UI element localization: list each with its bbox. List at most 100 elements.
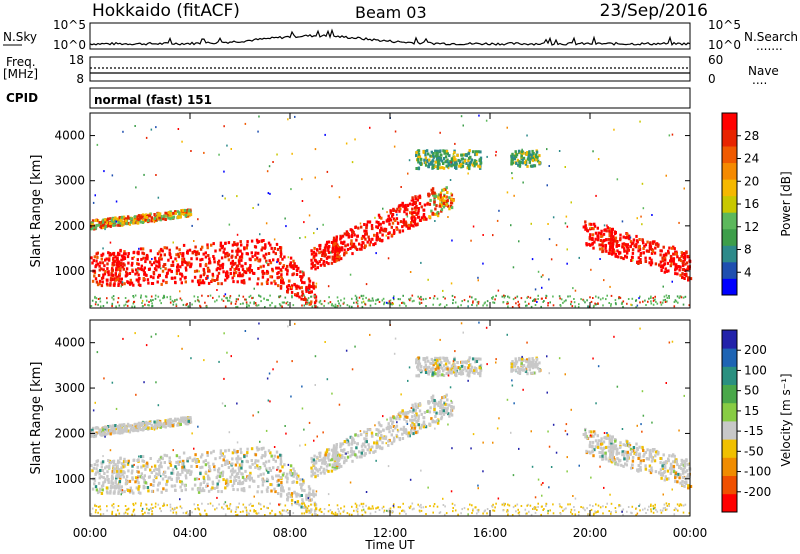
power-cell xyxy=(471,150,475,154)
power-cell xyxy=(665,174,667,177)
velocity-cell xyxy=(624,462,627,466)
power-cell xyxy=(157,196,160,199)
power-cell xyxy=(295,264,298,268)
power-cell xyxy=(96,251,99,255)
power-cell xyxy=(422,217,425,221)
power-cell xyxy=(473,161,476,165)
power-cell xyxy=(165,281,168,285)
velocity-cell xyxy=(218,475,222,479)
velocity-cell xyxy=(685,469,689,473)
power-cell xyxy=(391,214,394,218)
power-cell xyxy=(350,239,353,243)
power-cell xyxy=(155,264,158,268)
power-cell xyxy=(623,246,626,250)
power-cell xyxy=(445,151,448,155)
power-cell xyxy=(331,257,334,261)
power-cell xyxy=(153,213,156,216)
power-cell xyxy=(392,217,396,221)
power-cell xyxy=(417,155,420,159)
power-cell xyxy=(641,182,644,185)
velocity-cell xyxy=(201,487,205,491)
power-cell xyxy=(672,257,676,261)
power-cell xyxy=(113,223,116,227)
velocity-cell xyxy=(673,454,676,458)
power-cell xyxy=(211,272,214,276)
velocity-cell xyxy=(387,422,390,426)
power-cell xyxy=(390,225,393,229)
velocity-cell xyxy=(185,469,189,473)
power-cell xyxy=(530,305,533,308)
power-cell xyxy=(307,277,311,281)
power-cell xyxy=(130,263,134,267)
power-cell xyxy=(371,237,374,241)
power-cell xyxy=(526,164,529,168)
power-cell xyxy=(535,153,538,157)
power-cell xyxy=(176,265,179,269)
power-cell xyxy=(445,149,449,153)
power-cell xyxy=(199,274,203,278)
power-cell xyxy=(411,216,414,220)
power-cell xyxy=(377,237,380,241)
velocity-cell xyxy=(438,412,441,415)
power-cell xyxy=(94,225,98,229)
power-cell xyxy=(623,249,626,253)
power-cell xyxy=(502,301,504,304)
power-cell xyxy=(354,245,357,249)
power-cell xyxy=(602,304,604,307)
velocity-cell xyxy=(146,465,149,469)
power-cell xyxy=(107,251,110,255)
power-cell xyxy=(403,205,407,208)
velocity-cell xyxy=(405,420,408,424)
velocity-cell xyxy=(358,455,362,459)
power-cell xyxy=(526,134,528,137)
power-cell xyxy=(235,300,238,303)
power-cell xyxy=(379,229,382,233)
power-cell xyxy=(271,267,274,271)
power-cell xyxy=(540,275,543,278)
power-cell xyxy=(666,296,669,299)
power-cell xyxy=(195,253,198,257)
power-cell xyxy=(92,201,95,204)
power-cell xyxy=(659,260,663,264)
velocity-cell xyxy=(406,415,409,419)
power-cell xyxy=(388,300,391,303)
power-cell xyxy=(434,165,437,169)
velocity-cell xyxy=(326,448,329,452)
power-cell xyxy=(518,160,521,164)
velocity-cell xyxy=(117,468,121,472)
velocity-cell xyxy=(220,453,223,457)
velocity-cell xyxy=(167,476,170,480)
velocity-cell xyxy=(315,468,318,472)
velocity-cell xyxy=(388,430,391,434)
velocity-cell xyxy=(415,374,418,378)
power-cell xyxy=(401,225,404,229)
velocity-cell xyxy=(279,476,282,479)
power-cell xyxy=(507,302,509,305)
power-cell xyxy=(313,254,316,258)
velocity-cell xyxy=(115,486,118,490)
power-cell xyxy=(552,216,555,219)
power-cell xyxy=(265,259,268,263)
power-cell xyxy=(434,194,438,198)
power-cell xyxy=(524,300,527,303)
velocity-cell xyxy=(357,434,360,438)
velocity-cell xyxy=(596,442,599,446)
power-cell xyxy=(595,194,597,197)
velocity-cell xyxy=(593,432,597,436)
velocity-cell xyxy=(445,357,449,361)
power-cell xyxy=(230,265,234,269)
power-cell xyxy=(452,163,456,167)
velocity-cell xyxy=(211,482,215,486)
power-cell xyxy=(181,260,184,264)
power-cell xyxy=(639,120,641,123)
power-cell xyxy=(332,243,336,247)
velocity-cell xyxy=(661,473,664,477)
power-cell xyxy=(246,252,249,256)
velocity-cell xyxy=(128,424,132,428)
velocity-cell xyxy=(100,461,103,465)
power-cell xyxy=(149,275,153,279)
power-cell xyxy=(614,302,617,305)
power-cell xyxy=(107,224,110,227)
power-cell xyxy=(281,301,284,304)
velocity-cell xyxy=(109,486,113,490)
